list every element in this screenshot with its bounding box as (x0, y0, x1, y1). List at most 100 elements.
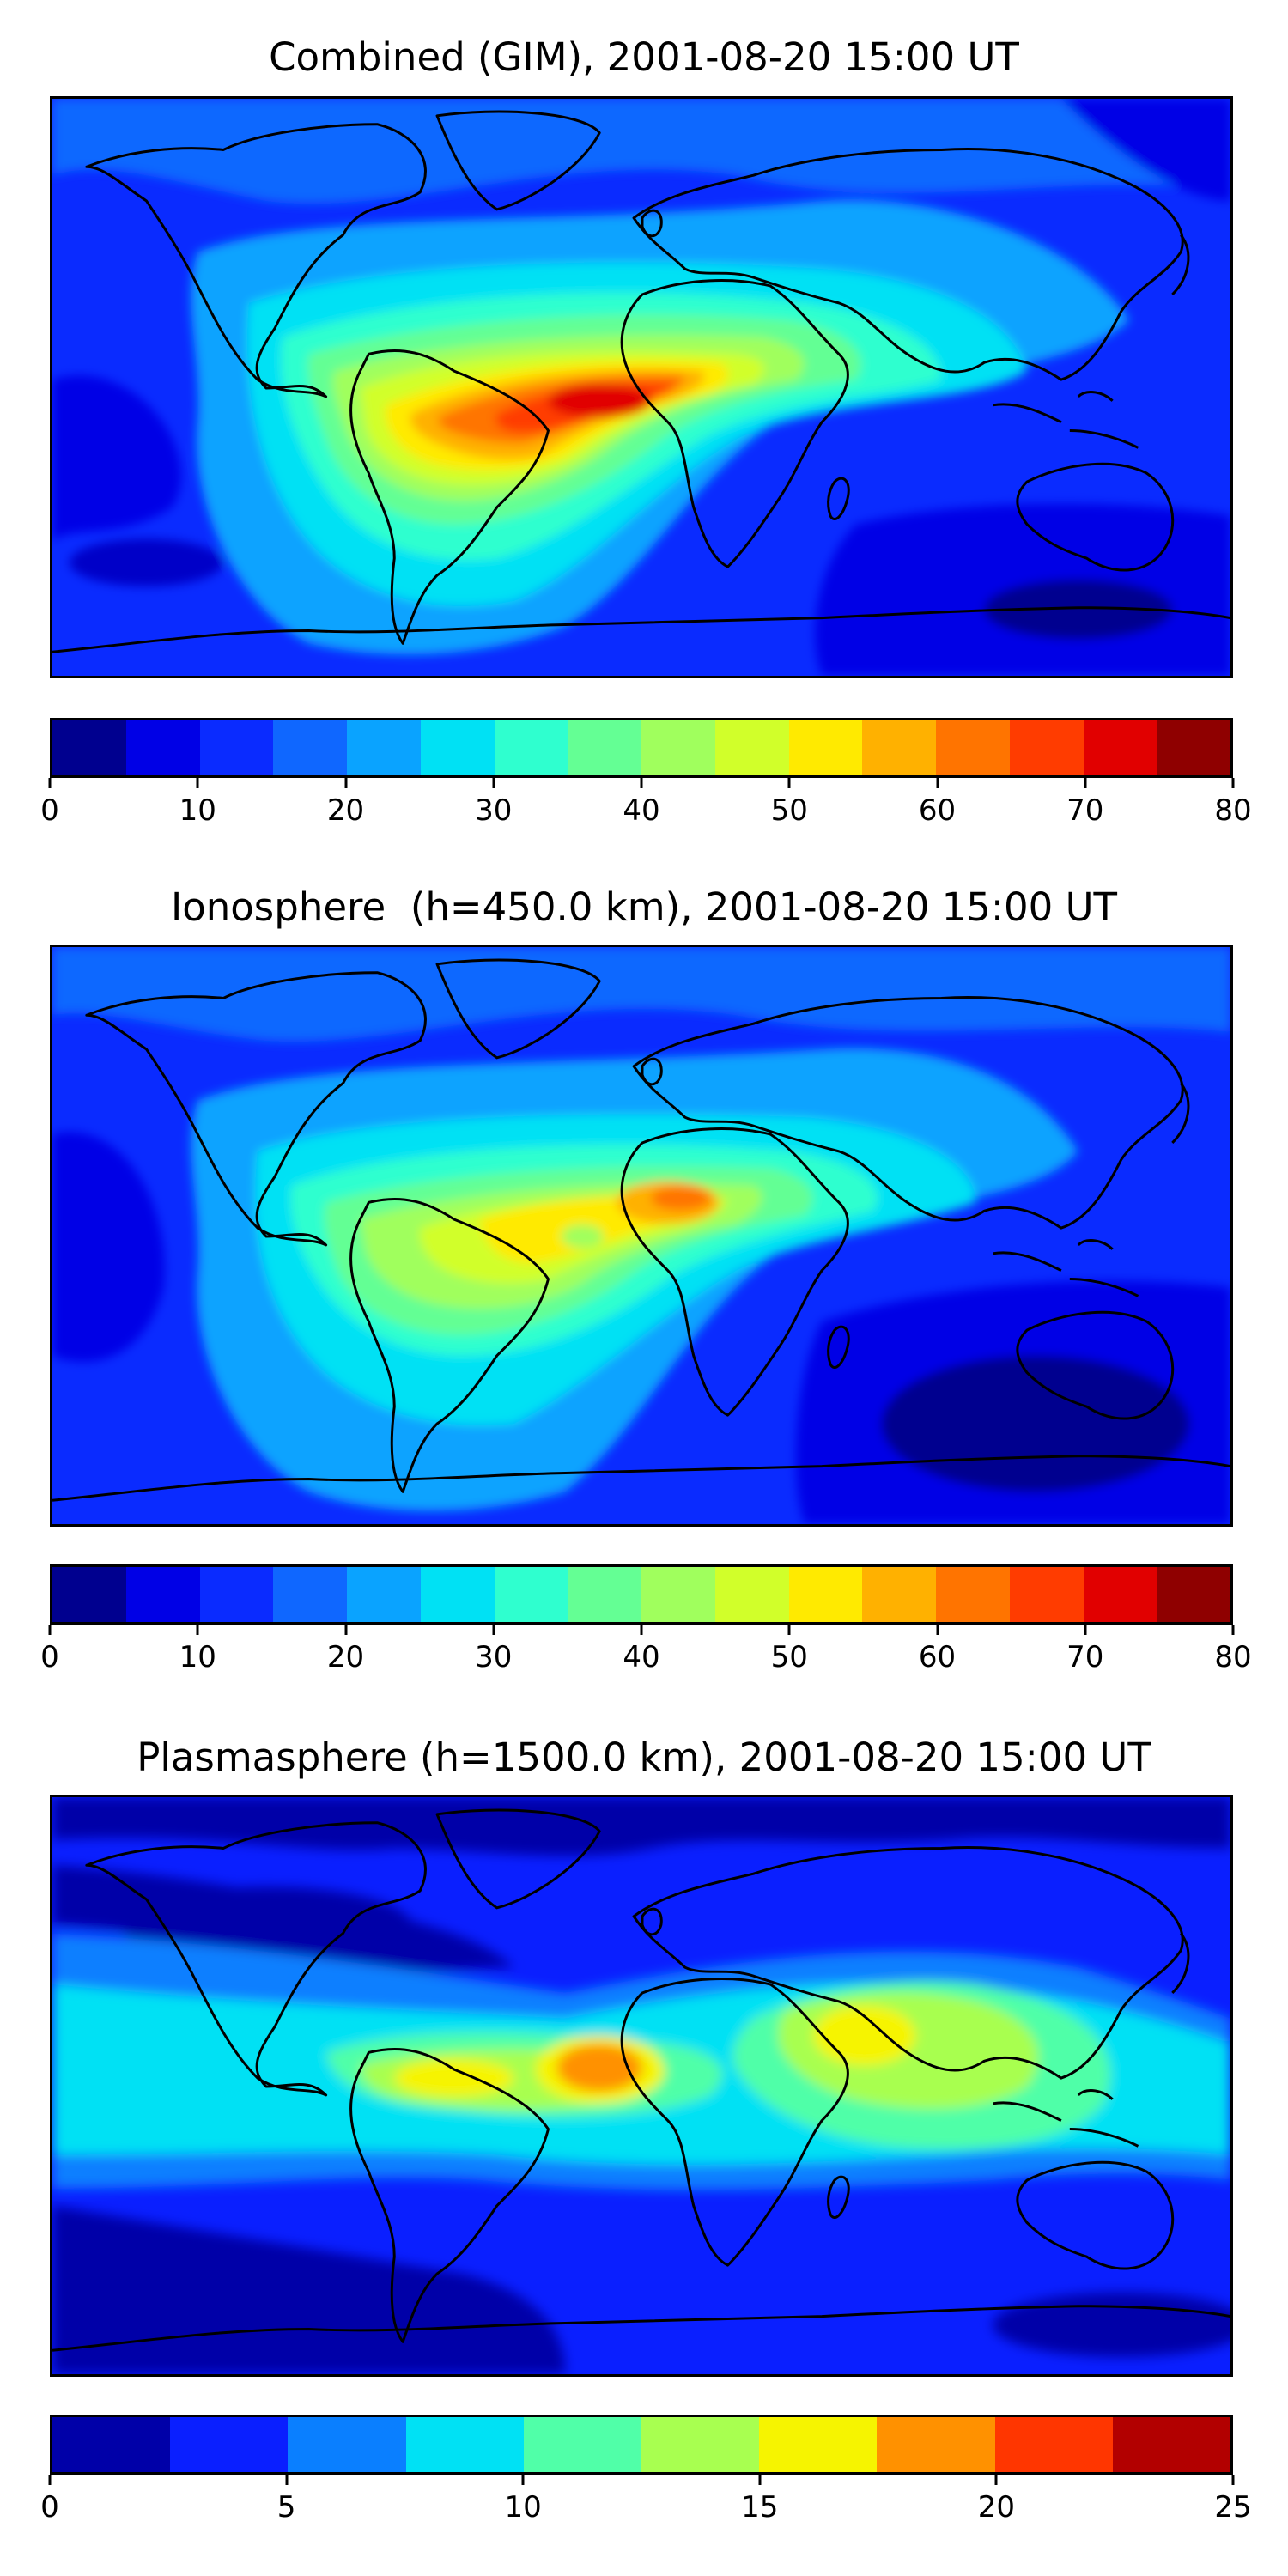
colorbar-tick-label: 30 (475, 1640, 513, 1674)
colorbar-segment (862, 1567, 936, 1622)
colorbar-segment (125, 720, 200, 775)
colorbar-tick-label: 20 (977, 2490, 1016, 2524)
colorbar-segment (199, 720, 274, 775)
colorbar-tick-label: 15 (741, 2490, 779, 2524)
colorbar-tick (48, 2475, 52, 2485)
colorbar-tick (1084, 1625, 1087, 1635)
colorbar-tick (994, 2475, 998, 2485)
colorbar (50, 718, 1233, 778)
colorbar-tick (640, 778, 643, 788)
colorbar-segment (494, 1567, 568, 1622)
colorbar-tick-label: 50 (770, 793, 808, 828)
colorbar-segment (862, 720, 936, 775)
colorbar-segment (714, 1567, 789, 1622)
colorbar-segment (199, 1567, 274, 1622)
colorbar-segment (788, 720, 863, 775)
panel-title: Plasmasphere (h=1500.0 km), 2001-08-20 1… (137, 1735, 1151, 1780)
colorbar-tick (758, 2475, 762, 2485)
colorbar-segment (641, 2417, 760, 2472)
colorbar-ticks: 0 10 20 30 40 50 60 70 80 (40, 778, 1252, 829)
colorbar-tick-label: 20 (326, 793, 365, 828)
colorbar-tick-label: 0 (40, 1640, 59, 1674)
colorbar-segment (1009, 720, 1084, 775)
colorbar (50, 1564, 1233, 1625)
colorbar-tick (492, 1625, 495, 1635)
colorbar-tick (1231, 1625, 1235, 1635)
colorbar-segment (1157, 720, 1230, 775)
colorbar-tick (787, 1625, 791, 1635)
colorbar-ticks: 0 10 20 30 40 50 60 70 80 (40, 1625, 1252, 1676)
colorbar-segment (347, 720, 421, 775)
colorbar-ticks: 0 5 10 15 20 25 (40, 2475, 1252, 2526)
colorbar-tick (936, 1625, 939, 1635)
colorbar-segment (568, 1567, 641, 1622)
colorbar-segment (273, 1567, 347, 1622)
colorbar-tick (344, 1625, 347, 1635)
colorbar-tick (787, 778, 791, 788)
tec-contour-field (52, 99, 1230, 676)
panel-title: Combined (GIM), 2001-08-20 15:00 UT (269, 34, 1019, 80)
colorbar-tick-label: 0 (40, 2490, 59, 2524)
colorbar-segment (1083, 720, 1157, 775)
colorbar-tick (285, 2475, 289, 2485)
colorbar-segment (1157, 1567, 1230, 1622)
colorbar-segment (494, 720, 568, 775)
colorbar-segment (994, 2417, 1113, 2472)
colorbar-tick-label: 60 (918, 1640, 957, 1674)
colorbar-segment (788, 1567, 863, 1622)
colorbar-tick-label: 70 (1066, 793, 1104, 828)
colorbar-segment (52, 720, 126, 775)
panel-title: Ionosphere (h=450.0 km), 2001-08-20 15:0… (170, 884, 1118, 930)
colorbar-tick-label: 10 (179, 793, 216, 828)
colorbar-tick-label: 0 (40, 793, 59, 828)
colorbar-segment (420, 1567, 495, 1622)
colorbar-tick-label: 80 (1214, 793, 1252, 828)
colorbar-tick (936, 778, 939, 788)
colorbar-segment (877, 2417, 995, 2472)
colorbar-segment (568, 720, 641, 775)
colorbar-tick (1231, 2475, 1235, 2485)
colorbar-segment (1112, 2417, 1231, 2472)
colorbar-segment (405, 2417, 524, 2472)
colorbar-segment (641, 720, 715, 775)
colorbar-tick (640, 1625, 643, 1635)
colorbar-tick-label: 40 (623, 793, 660, 828)
colorbar-segment (759, 2417, 878, 2472)
colorbar-tick (196, 1625, 199, 1635)
colorbar-segment (523, 2417, 642, 2472)
colorbar-tick-label: 10 (179, 1640, 216, 1674)
colorbar-tick-label: 40 (623, 1640, 660, 1674)
colorbar-tick-label: 5 (276, 2490, 296, 2524)
colorbar-segment (936, 720, 1010, 775)
colorbar-tick-label: 60 (918, 793, 957, 828)
colorbar-segment (420, 720, 495, 775)
colorbar-segment (288, 2417, 406, 2472)
colorbar-tick-label: 80 (1214, 1640, 1252, 1674)
colorbar-tick (344, 778, 347, 788)
colorbar-segment (1009, 1567, 1084, 1622)
colorbar-segment (52, 2417, 171, 2472)
colorbar-tick (492, 778, 495, 788)
colorbar-tick (1084, 778, 1087, 788)
colorbar-tick-label: 25 (1214, 2490, 1252, 2524)
colorbar-segment (1083, 1567, 1157, 1622)
colorbar-segment (641, 1567, 715, 1622)
colorbar-tick (521, 2475, 525, 2485)
colorbar-segment (125, 1567, 200, 1622)
tec-contour-field (52, 1797, 1230, 2374)
tec-map (50, 945, 1233, 1527)
colorbar-tick-label: 70 (1066, 1640, 1104, 1674)
colorbar-segment (714, 720, 789, 775)
colorbar-segment (347, 1567, 421, 1622)
colorbar-segment (273, 720, 347, 775)
colorbar-segment (52, 1567, 126, 1622)
colorbar-tick-label: 50 (770, 1640, 808, 1674)
colorbar-tick (196, 778, 199, 788)
colorbar-segment (936, 1567, 1010, 1622)
colorbar-tick-label: 30 (475, 793, 513, 828)
tec-map (50, 1795, 1233, 2377)
tec-map (50, 96, 1233, 678)
colorbar-tick (48, 1625, 52, 1635)
colorbar-tick (1231, 778, 1235, 788)
colorbar-tick-label: 10 (504, 2490, 542, 2524)
